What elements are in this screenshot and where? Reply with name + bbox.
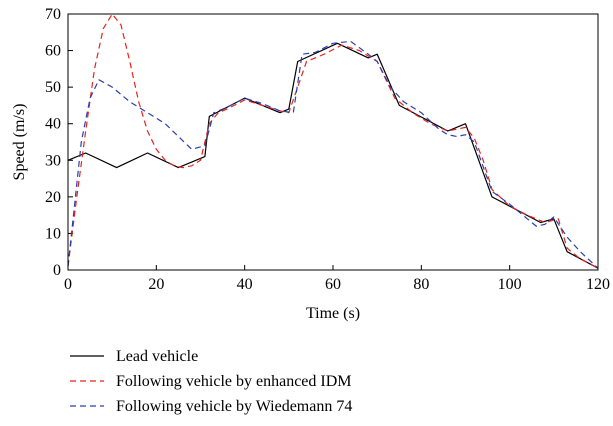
- x-tick-label: 100: [498, 276, 522, 293]
- x-axis-ticks: 0 20 40 60 80 100 120: [64, 265, 610, 293]
- x-tick-label: 60: [325, 276, 341, 293]
- y-axis-ticks: 0 10 20 30 40 50 60 70: [45, 6, 73, 279]
- x-tick-label: 40: [237, 276, 253, 293]
- x-axis-title: Time (s): [306, 305, 360, 322]
- legend-label: Following vehicle by enhanced IDM: [116, 373, 352, 390]
- y-tick-label: 50: [45, 79, 61, 96]
- legend-label: Following vehicle by Wiedemann 74: [116, 398, 352, 415]
- y-tick-label: 0: [53, 262, 61, 279]
- series-line-3: [67, 40, 599, 269]
- x-tick-label: 120: [586, 276, 610, 293]
- legend: Lead vehicle Following vehicle by enhance…: [70, 348, 352, 415]
- y-axis-title: Speed (m/s): [11, 104, 28, 181]
- series-line-1: [67, 42, 599, 269]
- y-tick-label: 10: [45, 225, 61, 242]
- y-tick-label: 40: [45, 116, 61, 133]
- series-line-2: [67, 13, 599, 269]
- x-tick-label: 20: [148, 276, 164, 293]
- y-tick-label: 30: [45, 152, 61, 169]
- x-tick-label: 80: [413, 276, 429, 293]
- plot-frame: [67, 13, 599, 271]
- legend-label: Lead vehicle: [116, 348, 198, 365]
- y-tick-label: 20: [45, 189, 61, 206]
- y-tick-label: 60: [45, 43, 61, 60]
- y-tick-label: 70: [45, 6, 61, 23]
- x-tick-label: 0: [64, 276, 72, 293]
- series-layer: [67, 13, 599, 269]
